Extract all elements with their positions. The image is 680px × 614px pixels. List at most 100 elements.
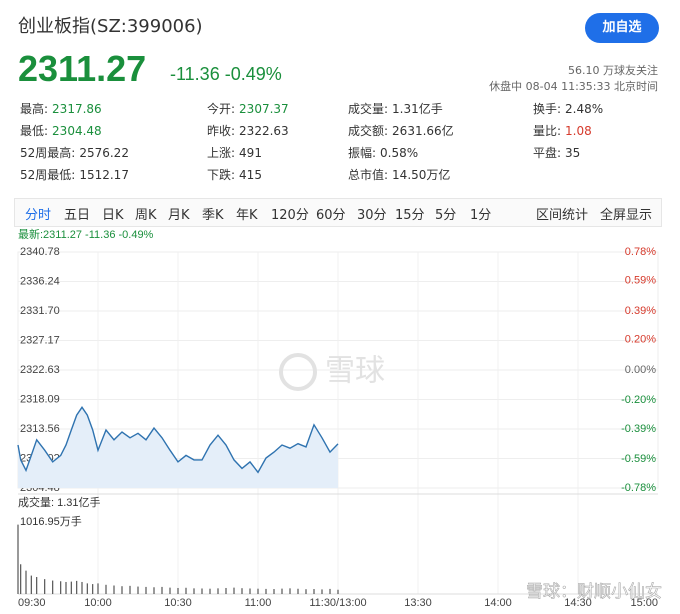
volume-bar [265,588,267,594]
stat-item: 最低: 2304.48 [20,122,102,139]
last-price: 2311.27 [18,48,147,89]
x-tick-label: 14:30 [564,597,592,609]
period-tab[interactable]: 30分 [357,208,387,223]
volume-bar [217,588,219,594]
volume-bar [193,588,195,594]
volume-bar [20,564,22,594]
volume-bar [65,581,67,594]
period-tab[interactable]: 15分 [395,208,425,223]
volume-bar [76,580,78,594]
volume-bar [113,585,115,594]
stat-value: 2631.66亿 [392,124,454,138]
period-tab[interactable]: 60分 [316,208,346,223]
volume-bar [281,588,283,594]
volume-bar [297,588,299,594]
stat-value: 2.48% [565,102,604,116]
volume-bar [105,584,107,594]
tool-button[interactable]: 全屏显示 [600,208,653,223]
volume-bar [257,588,259,594]
x-tick-label: 11:00 [245,597,272,609]
watermark: 雪球 [325,354,385,389]
volume-bar [70,581,72,594]
volume-bar [169,587,171,594]
y2-tick-label: 0.00% [625,364,656,376]
price-area [18,407,338,488]
stat-label: 振幅: [348,146,377,160]
stat-value: 2317.86 [52,102,102,116]
volume-bar [81,581,83,594]
y-tick-label: 2340.78 [20,246,60,258]
volume-bar [97,583,99,594]
stat-label: 量比: [533,124,562,138]
volume-bar [241,588,243,594]
stat-label: 52周最高: [20,146,76,160]
volume-bar [249,588,251,594]
period-tab[interactable]: 周K [135,208,157,223]
volume-bar [289,588,291,594]
stat-item: 今开: 2307.37 [207,100,289,117]
volume-bar [30,575,32,594]
volume-bar [153,587,155,594]
stat-item: 52周最高: 2576.22 [20,144,129,161]
stat-label: 下跌: [207,168,236,182]
footer-watermark: 雪球：财顺小仙女 [526,582,662,602]
volume-bar [225,587,227,594]
volume-bar [313,589,315,594]
stat-item: 上涨: 491 [207,144,262,161]
stat-value: 415 [239,168,262,182]
y-tick-label: 2327.17 [20,334,60,346]
volume-bar [209,588,211,594]
period-tab[interactable]: 季K [202,208,224,223]
stat-label: 52周最低: [20,168,76,182]
volume-bar [137,586,139,594]
period-tab[interactable]: 5分 [435,208,457,223]
period-tab[interactable]: 五日 [64,208,91,223]
stat-value: 1.08 [565,124,592,138]
x-tick-label: 10:00 [84,597,112,609]
volume-bar [121,586,123,594]
period-tab[interactable]: 日K [102,208,124,223]
stat-value: 2304.48 [52,124,102,138]
stat-value: 2307.37 [239,102,289,116]
volume-bar [44,579,46,594]
volume-bar [25,570,27,594]
add-watchlist-button[interactable]: 加自选 [585,13,659,43]
stat-value: 2576.22 [79,146,129,160]
x-tick-label: 10:30 [164,597,192,609]
stat-item: 总市值: 14.50万亿 [348,166,450,183]
price-change: -11.36 -0.49% [170,64,282,84]
volume-bar [145,586,147,594]
y2-tick-label: -0.78% [621,482,656,494]
y2-tick-label: -0.20% [621,394,656,406]
tool-button[interactable]: 区间统计 [536,208,589,223]
watermark-logo [279,353,317,391]
period-tab[interactable]: 分时 [25,208,52,223]
y2-tick-label: 0.39% [625,305,656,317]
y2-tick-label: 0.20% [625,334,656,346]
period-tab[interactable]: 120分 [271,208,309,223]
period-tab[interactable]: 月K [168,208,190,223]
volume-bar [233,587,235,594]
price-line [17,406,339,474]
chart-subtitle: 最新:2311.27 -11.36 -0.49% [18,227,154,241]
x-tick-label: 09:30 [18,597,46,609]
volume-bar [86,583,88,594]
volume-bar [60,581,62,594]
volume-tick-label: 1016.95万手 [20,514,82,528]
intraday-chart: 2340.78 2336.24 2331.70 2327.17 2322.63 2318.… [17,227,662,609]
stat-item: 昨收: 2322.63 [207,122,289,139]
volume-bar [17,524,19,594]
stat-item: 振幅: 0.58% [348,144,418,161]
period-tab[interactable]: 1分 [470,208,492,223]
stat-value: 0.58% [380,146,419,160]
period-tab[interactable]: 年K [236,208,258,223]
volume-bar [305,589,307,594]
stat-label: 最低: [20,124,49,138]
volume-bar [337,589,339,594]
y-tick-label: 2313.56 [20,423,60,435]
stat-label: 今开: [207,102,236,116]
stat-item: 量比: 1.08 [533,122,592,139]
x-tick-label: 15:00 [630,597,658,609]
volume-bar [321,589,323,594]
stat-label: 成交量: [348,102,389,116]
